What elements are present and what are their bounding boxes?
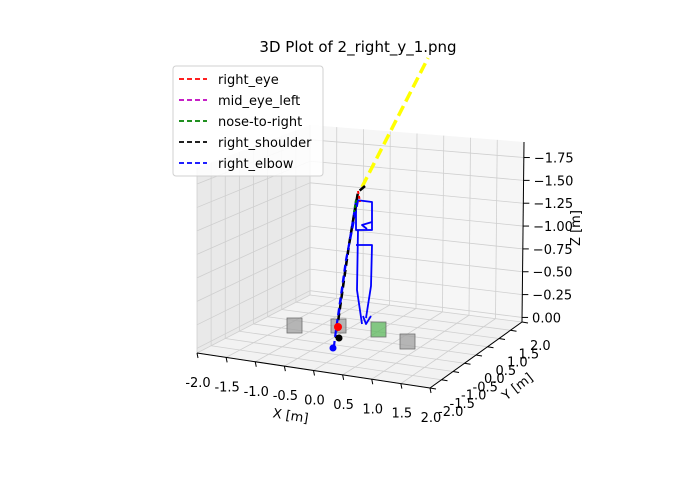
chart-title: 3D Plot of 2_right_y_1.png [259, 38, 456, 57]
left-grid-horizontal [196, 182, 311, 232]
legend-frame [172, 65, 324, 177]
z-tick-label: −0.25 [532, 289, 572, 304]
y-tick-label: -1.5 [450, 397, 475, 412]
x-tick-mark [196, 352, 199, 359]
back-grid-vertical [362, 129, 364, 302]
x-tick-label: -0.5 [273, 389, 298, 404]
left-grid-horizontal [196, 225, 311, 279]
z-tick-label: −0.75 [533, 243, 573, 258]
back-grid-vertical [415, 133, 418, 309]
z-tick-label: −0.50 [533, 266, 573, 281]
back-grid-horizontal [309, 182, 524, 204]
y-tick-label: 1.5 [519, 347, 540, 362]
back-grid-vertical [389, 131, 391, 306]
x-tick-label: -1.0 [244, 385, 269, 400]
x-tick-mark [283, 366, 286, 372]
x-tick-mark [313, 370, 315, 376]
left-grid-horizontal [196, 247, 311, 302]
z-axis-label: Z [m] [569, 210, 584, 246]
y-tick-mark [429, 387, 437, 390]
z-ticks: 0.00 −0.25 −0.50 −0.75 −1.00 −1.25 −1.50 −1.75 [522, 152, 574, 326]
nose-to-right-line [353, 199, 357, 213]
back-grid-horizontal [309, 247, 523, 273]
right-eye-floor-point [334, 323, 342, 331]
z-axis-line [521, 141, 525, 323]
back-grid-vertical [495, 139, 498, 319]
left-grid-horizontal [196, 268, 311, 326]
back-grid-horizontal [309, 203, 524, 227]
x-tick-label: -2.0 [185, 376, 210, 391]
y-ticks: -2.0-1.5-1.0-0.50.00.51.01.52.0 [429, 321, 551, 420]
x-tick-mark [254, 361, 257, 367]
legend-label: right_elbow [218, 157, 294, 172]
y-tick-label: 2.0 [530, 339, 551, 354]
marker-box [399, 333, 416, 350]
back-grid-horizontal [309, 290, 523, 318]
z-tick-label: −1.75 [534, 152, 574, 167]
x-tick-mark [225, 357, 228, 363]
left-leg [356, 229, 363, 325]
y-tick-mark [464, 362, 471, 365]
z-tick-label: −1.00 [533, 220, 573, 235]
floor-grid-x [400, 318, 496, 384]
x-tick-label: 2.0 [421, 411, 442, 426]
y-tick-mark [498, 338, 506, 340]
back-grid-vertical [442, 135, 445, 312]
y-tick-label: -0.5 [473, 380, 498, 395]
legend-label: right_eye [218, 73, 279, 88]
right-eye-line [357, 190, 361, 203]
y-tick-mark [441, 379, 448, 382]
legend-label: nose-to-right [218, 115, 302, 130]
x-ticks: -2.0 -1.5 -1.0 -0.5 0.0 0.5 1.0 1.5 2.0 [185, 352, 442, 426]
x-tick-mark [371, 379, 374, 385]
right-foot [362, 315, 372, 325]
back-grid-horizontal [309, 160, 524, 181]
torso-outline [355, 199, 373, 231]
y-tick-mark [452, 371, 460, 373]
y-tick-label: 1.0 [507, 356, 528, 371]
x-tick-label: -1.5 [214, 380, 239, 395]
arm-segment [361, 221, 373, 230]
y-tick-label: 0.5 [496, 364, 517, 379]
x-axis-label: X [m] [272, 406, 310, 426]
back-grid-vertical [468, 137, 471, 316]
y-tick-label: 0.0 [484, 372, 505, 387]
floor-grid-x [371, 314, 470, 380]
y-tick-label: -2.0 [438, 405, 463, 420]
back-grid-horizontal [309, 139, 524, 158]
scene-marks [286, 57, 430, 352]
floor-grid-y [295, 301, 511, 331]
x-tick-mark [342, 374, 345, 380]
legend-label: right_shoulder [218, 136, 312, 151]
legend: right_eye mid_eye_left nose-to-right right_… [172, 65, 324, 177]
y-tick-mark [475, 354, 483, 357]
x-tick-label: 1.5 [392, 407, 413, 422]
x-tick-mark [400, 383, 403, 389]
legend-label: mid_eye_left [218, 94, 300, 109]
x-tick-label: 0.5 [333, 398, 354, 413]
floor-grid-y [281, 309, 500, 339]
x-tick-label: 0.0 [304, 394, 325, 409]
z-tick-label: 0.00 [532, 311, 561, 326]
left-grid-horizontal [196, 290, 311, 349]
x-tick-label: 1.0 [362, 402, 383, 417]
y-tick-label: -1.0 [461, 389, 486, 404]
x-tick-mark [429, 387, 432, 394]
right-leg [356, 244, 373, 319]
left-grid-horizontal [196, 204, 311, 255]
marker-box [286, 317, 303, 334]
right-shoulder-floor-point [335, 334, 343, 342]
z-tick-label: −1.50 [534, 174, 574, 189]
y-tick-mark [521, 321, 529, 324]
z-tick-label: −1.25 [533, 197, 573, 212]
y-tick-mark [510, 329, 517, 332]
target-box [370, 321, 387, 338]
floor-grid-y [309, 294, 523, 323]
back-grid-horizontal [309, 225, 523, 250]
gaze-ray [360, 57, 430, 188]
y-tick-mark [487, 346, 494, 349]
right-elbow-floor-point [329, 344, 337, 352]
floor-grid-x [342, 311, 443, 376]
